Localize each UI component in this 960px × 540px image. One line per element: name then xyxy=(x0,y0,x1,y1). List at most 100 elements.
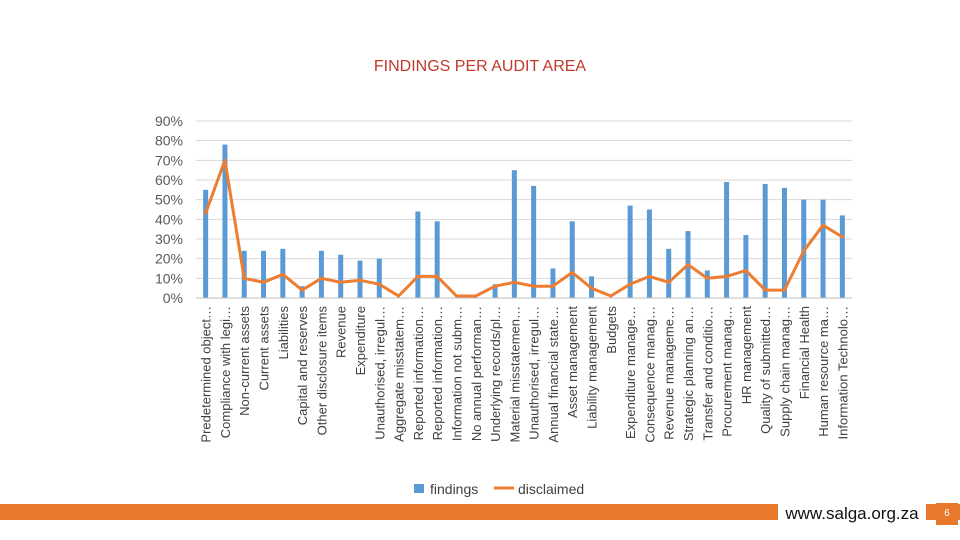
bar-findings xyxy=(762,183,768,298)
bar-findings xyxy=(415,211,421,298)
legend-label-findings: findings xyxy=(430,481,478,497)
x-tick-label: Revenue xyxy=(334,306,349,358)
x-tick-label: Reported information… xyxy=(430,306,445,440)
point-disclaimed xyxy=(493,284,497,288)
point-disclaimed xyxy=(763,288,767,292)
x-tick-label: Non-current assets xyxy=(237,306,252,416)
x-tick-label: Consequence manag… xyxy=(642,306,657,443)
bar-findings xyxy=(820,199,826,298)
point-disclaimed xyxy=(590,286,594,290)
y-tick-label: 90% xyxy=(155,113,183,129)
point-disclaimed xyxy=(705,276,709,280)
point-disclaimed xyxy=(570,270,574,274)
x-tick-label: Information not subm… xyxy=(449,306,464,441)
chart-title: FINDINGS PER AUDIT AREA xyxy=(373,58,587,75)
point-disclaimed xyxy=(223,158,227,162)
point-disclaimed xyxy=(551,284,555,288)
point-disclaimed xyxy=(744,268,748,272)
point-disclaimed xyxy=(454,294,458,298)
point-disclaimed xyxy=(532,284,536,288)
bar-findings xyxy=(299,286,305,298)
point-disclaimed xyxy=(242,276,246,280)
x-tick-label: Financial Health xyxy=(797,306,812,399)
x-tick-label: Aggregate misstatem… xyxy=(392,306,407,442)
point-disclaimed xyxy=(474,294,478,298)
y-tick-label: 20% xyxy=(155,251,183,267)
point-disclaimed xyxy=(435,274,439,278)
point-disclaimed xyxy=(628,282,632,286)
chart: 90% 80% 70% 60% 50% 40% 30% 20% 10% 0% Predetermin… xyxy=(155,113,852,497)
bar-findings xyxy=(569,221,575,298)
x-tick-label: Reported information… xyxy=(411,306,426,440)
x-tick-label: Quality of submitted… xyxy=(758,306,773,434)
x-tick-label: Current assets xyxy=(257,306,272,391)
x-tick-label: Annual financial state… xyxy=(546,306,561,443)
x-tick-label: Asset management xyxy=(565,306,580,418)
point-disclaimed xyxy=(821,223,825,227)
x-tick-label: Liabilities xyxy=(276,306,291,360)
point-disclaimed xyxy=(281,272,285,276)
bar-findings xyxy=(666,248,672,298)
x-tick-label: Revenue manageme… xyxy=(662,306,677,440)
bar-findings xyxy=(704,270,710,298)
x-tick-label: Underlying records/pl… xyxy=(488,306,503,442)
point-disclaimed xyxy=(725,274,729,278)
y-tick-label: 30% xyxy=(155,231,183,247)
bar-findings xyxy=(646,209,652,298)
point-disclaimed xyxy=(782,288,786,292)
point-disclaimed xyxy=(802,249,806,253)
y-tick-label: 40% xyxy=(155,211,183,227)
y-tick-label: 70% xyxy=(155,152,183,168)
bar-findings xyxy=(318,250,324,298)
point-disclaimed xyxy=(204,211,208,215)
x-tick-label: HR management xyxy=(739,306,754,405)
point-disclaimed xyxy=(319,276,323,280)
x-tick-label: Unauthorised, irregul… xyxy=(372,306,387,440)
bar-findings xyxy=(222,144,228,298)
bar-findings xyxy=(492,284,498,298)
x-tick-label: Other disclosure items xyxy=(314,306,329,436)
point-disclaimed xyxy=(647,274,651,278)
point-disclaimed xyxy=(667,280,671,284)
bar-findings xyxy=(261,250,267,298)
x-tick-label: Supply chain manag… xyxy=(777,306,792,437)
legend-swatch-findings xyxy=(414,484,424,493)
point-disclaimed xyxy=(686,263,690,267)
bar-findings xyxy=(781,187,787,298)
y-tick-label: 60% xyxy=(155,172,183,188)
footer-url[interactable]: www.salga.org.za xyxy=(778,503,926,525)
point-disclaimed xyxy=(262,280,266,284)
x-tick-label: Procurement manag… xyxy=(720,306,735,437)
bar-findings xyxy=(743,235,749,298)
point-disclaimed xyxy=(512,280,516,284)
legend-label-disclaimed: disclaimed xyxy=(518,481,584,497)
point-disclaimed xyxy=(609,294,613,298)
y-tick-label: 0% xyxy=(163,290,183,306)
x-tick-label: Material misstatemen… xyxy=(507,306,522,443)
x-tick-label: Human resource ma… xyxy=(816,306,831,437)
y-tick-label: 80% xyxy=(155,133,183,149)
bar-findings xyxy=(511,170,517,298)
y-tick-label: 10% xyxy=(155,270,183,286)
y-tick-label: 50% xyxy=(155,192,183,208)
x-tick-label: Information Technolo… xyxy=(835,306,850,439)
point-disclaimed xyxy=(377,282,381,286)
x-tick-label: Expenditure manage… xyxy=(623,306,638,439)
bar-findings xyxy=(338,254,344,298)
x-tick-label: No annual performan… xyxy=(469,306,484,441)
bar-findings xyxy=(203,189,209,298)
x-tick-label: Compliance with legi… xyxy=(218,306,233,438)
line-disclaimed xyxy=(204,158,844,298)
point-disclaimed xyxy=(339,280,343,284)
bar-findings xyxy=(724,181,730,298)
bar-findings xyxy=(434,221,440,298)
page-number: 6 xyxy=(936,503,958,525)
point-disclaimed xyxy=(358,278,362,282)
x-tick-label: Liability management xyxy=(585,306,600,429)
bar-findings xyxy=(627,205,633,298)
x-tick-label: Capital and reserves xyxy=(295,306,310,426)
x-tick-label: Budgets xyxy=(604,306,619,354)
x-tick-label: Transfer and conditio… xyxy=(700,306,715,441)
point-disclaimed xyxy=(840,235,844,239)
bar-findings xyxy=(550,268,556,298)
